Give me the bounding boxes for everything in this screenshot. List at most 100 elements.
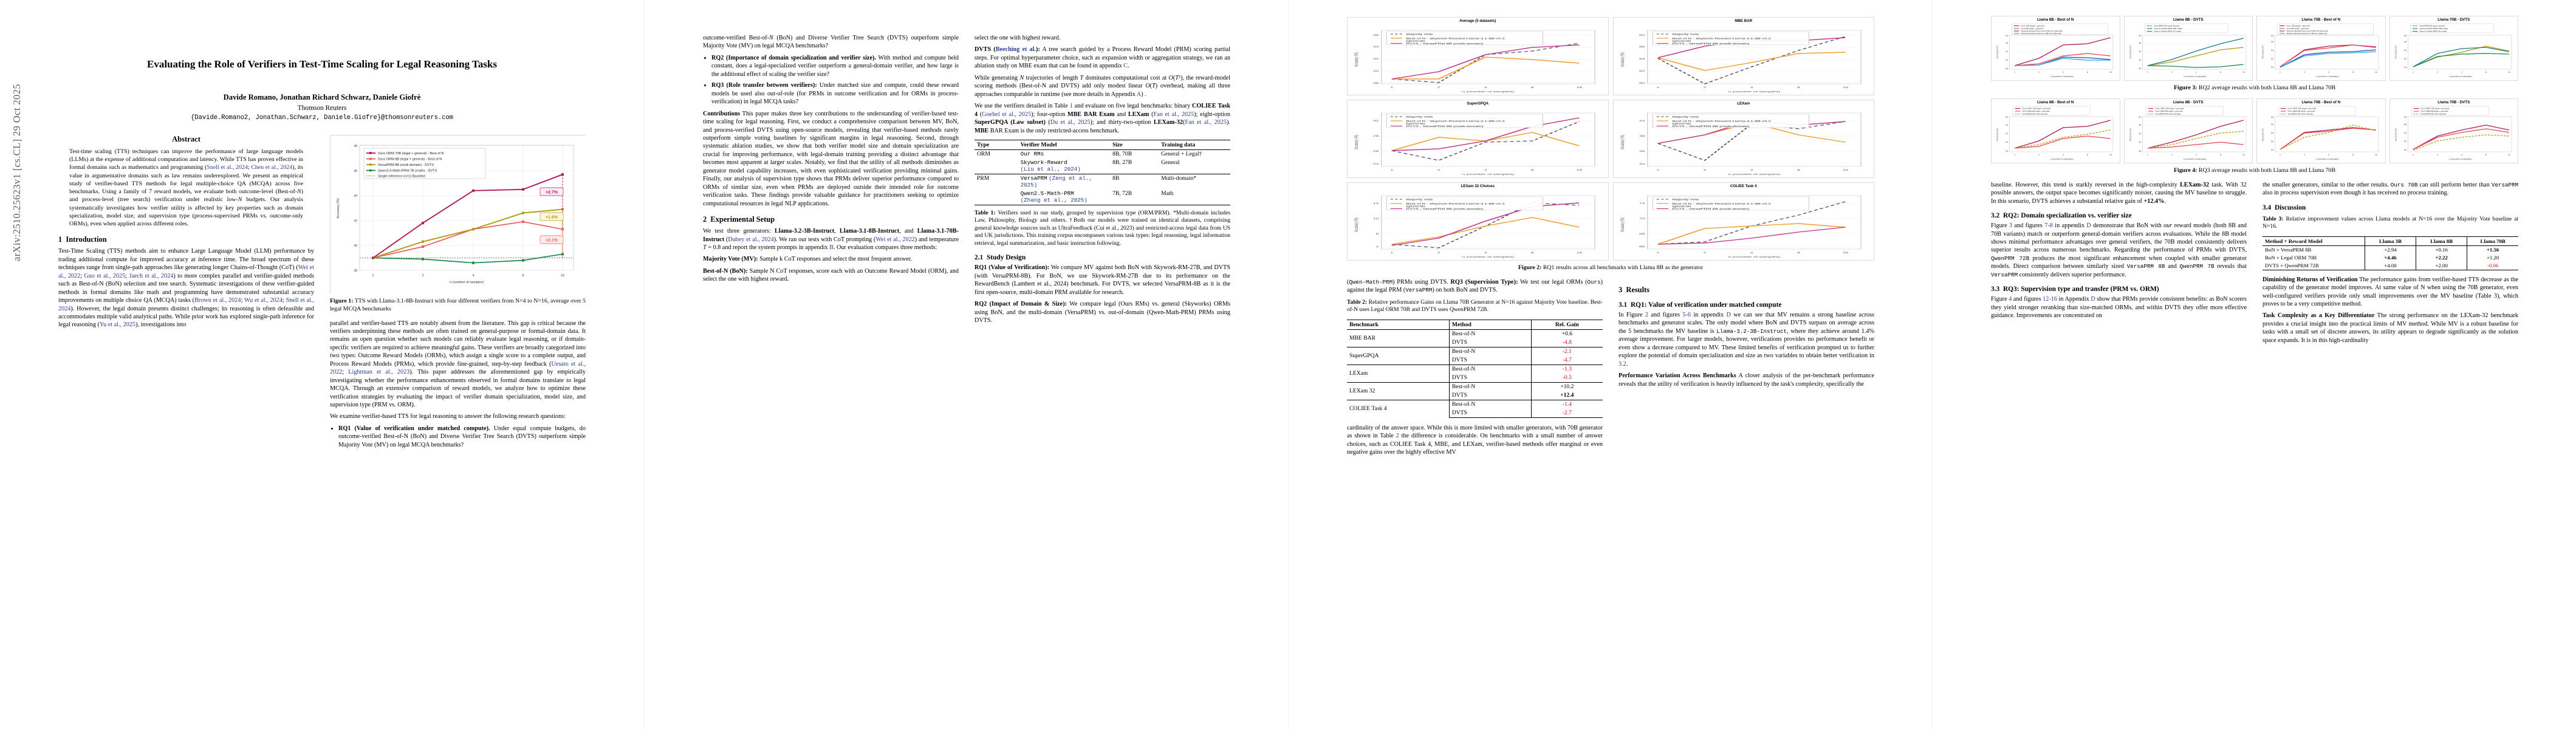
svg-text:4: 4 bbox=[2063, 71, 2064, 74]
perf-variation-cont: cardinality of the answer space. While t… bbox=[1347, 424, 1603, 456]
svg-text:8: 8 bbox=[2485, 71, 2486, 74]
svg-text:4: 4 bbox=[1376, 245, 1379, 248]
svg-text:50: 50 bbox=[2139, 35, 2141, 37]
table-row: DVTS + QwenPRM 72B +4.00 +2.00 -0.06 bbox=[2263, 261, 2518, 270]
svg-text:38: 38 bbox=[1639, 135, 1645, 137]
svg-text:Ours 8B (legal + general): Ours 8B (legal + general) bbox=[2286, 27, 2308, 30]
svg-text:42: 42 bbox=[2139, 132, 2141, 135]
setup-p3: We use the verifiers detailed in Table 1… bbox=[975, 103, 1231, 134]
study-design-rq1: RQ1 (Value of Verification): We compare … bbox=[975, 264, 1230, 296]
table-row: DVTS -2.7 bbox=[1347, 408, 1603, 418]
svg-text:n (number of samples): n (number of samples) bbox=[2183, 158, 2206, 160]
svg-text:46: 46 bbox=[2006, 124, 2008, 126]
svg-text:70: 70 bbox=[1639, 217, 1645, 220]
svg-text:Accuracy (%): Accuracy (%) bbox=[2394, 128, 2397, 141]
svg-text:+2.7%: +2.7% bbox=[546, 190, 558, 194]
page1-column-2: 38 40 42 44 46 48 1 2 4 bbox=[330, 134, 586, 453]
figure2-panel-lexam32: LEXam 32 Choices 4 6 10 14 bbox=[1347, 182, 1609, 261]
svg-text:38: 38 bbox=[2139, 67, 2141, 70]
table-row: DVTS -0.5 bbox=[1347, 373, 1603, 383]
figure-4-block: Llama 8B - Best of N 38 40 42 46 50 bbox=[1991, 98, 2518, 175]
mv-baseline-cont: baseline. However, this trend is starkly… bbox=[1991, 181, 2247, 205]
svg-text:56: 56 bbox=[2271, 41, 2273, 43]
svg-text:DVTS - VersaPRM 8B (multi-doma: DVTS - VersaPRM 8B (multi-domain) bbox=[1672, 208, 1749, 210]
svg-text:44: 44 bbox=[1373, 46, 1379, 48]
svg-text:n (number of samples): n (number of samples) bbox=[1728, 256, 1780, 258]
svg-text:n (number of samples): n (number of samples) bbox=[1462, 91, 1515, 93]
svg-text:Qwen2.5-Math-PRM-7B (math): Qwen2.5-Math-PRM-7B (math) bbox=[2419, 30, 2447, 33]
svg-text:Majority Vote: Majority Vote bbox=[1672, 199, 1699, 201]
svg-text:(general): (general) bbox=[1672, 40, 1691, 43]
svg-text:+1.6%: +1.6% bbox=[546, 215, 558, 219]
svg-text:Skywork-Reward-Gemma-2-27B-v0.: Skywork-Reward-Gemma-2-27B-v0.2 (general… bbox=[2286, 30, 2328, 32]
svg-text:48: 48 bbox=[354, 145, 357, 148]
svg-text:4: 4 bbox=[2063, 154, 2064, 156]
svg-text:2: 2 bbox=[2436, 71, 2437, 74]
svg-text:DVTS - VersaPRM 8B (multi-doma: DVTS - VersaPRM 8B (multi-domain) bbox=[1672, 43, 1749, 45]
svg-text:Ours ORM 8B (legal + general): Ours ORM 8B (legal + general) bbox=[2023, 110, 2050, 112]
svg-text:38: 38 bbox=[2006, 67, 2008, 70]
page-2: outcome-verified Best-of-N (BoN) and Div… bbox=[644, 0, 1288, 729]
svg-text:16: 16 bbox=[1577, 252, 1583, 254]
svg-text:74: 74 bbox=[1639, 202, 1645, 205]
svg-text:4: 4 bbox=[1484, 252, 1487, 254]
method-mv: Majority Vote (MV): Sample k CoT respons… bbox=[703, 256, 913, 263]
svg-text:24: 24 bbox=[1373, 163, 1379, 165]
svg-text:2: 2 bbox=[2304, 154, 2305, 156]
svg-text:Accuracy (%): Accuracy (%) bbox=[1354, 135, 1360, 149]
svg-text:50: 50 bbox=[2006, 116, 2008, 118]
page-4: Llama 8B - Best of N 38 40 42 46 50 bbox=[1932, 0, 2576, 729]
svg-text:42: 42 bbox=[2139, 50, 2141, 53]
svg-text:52: 52 bbox=[2271, 140, 2273, 143]
svg-text:1: 1 bbox=[2280, 71, 2281, 74]
svg-text:38: 38 bbox=[2139, 150, 2141, 152]
svg-text:n (number of samples): n (number of samples) bbox=[2183, 75, 2206, 78]
section-results-heading: 3 Results bbox=[1619, 285, 1649, 294]
svg-text:Qwen2.5-Math-PRM-7B (math) - D: Qwen2.5-Math-PRM-7B (math) - DVTS bbox=[378, 169, 437, 173]
svg-text:VersaPRM 8B (multi domain): VersaPRM 8B (multi domain) bbox=[2023, 113, 2048, 115]
annotation-2-7: +2.7% bbox=[540, 187, 564, 196]
rq1-continued: outcome-verified Best-of-N (BoN) and Div… bbox=[703, 35, 959, 50]
figure2-panel-supergpqa: SuperGPQA 24 26 28 32 1 bbox=[1347, 100, 1609, 178]
svg-text:8: 8 bbox=[1531, 86, 1534, 89]
table-1-verifiers: Type Verifier Model Size Training data O… bbox=[975, 139, 1230, 205]
svg-text:1: 1 bbox=[2412, 154, 2413, 156]
svg-text:26: 26 bbox=[1373, 150, 1379, 152]
annotation-1-6: +1.6% bbox=[540, 212, 564, 221]
method-dvts: DVTS (Beeching et al.): A tree search gu… bbox=[975, 46, 1230, 70]
svg-text:4: 4 bbox=[1750, 252, 1753, 254]
svg-text:1: 1 bbox=[2412, 71, 2413, 74]
svg-text:2: 2 bbox=[2171, 154, 2172, 156]
svg-text:2: 2 bbox=[2436, 154, 2437, 156]
svg-text:10: 10 bbox=[1373, 217, 1379, 220]
svg-text:40: 40 bbox=[2139, 59, 2141, 61]
svg-text:4: 4 bbox=[2195, 154, 2196, 156]
figure3-panel-4: Llama 70B - DVTS 50 52 54 56 60 bbox=[2389, 16, 2518, 81]
author-list: Davide Romano, Jonathan Richard Schwarz,… bbox=[223, 92, 421, 101]
svg-text:Ours ORM 70B (legal + general): Ours ORM 70B (legal + general) bbox=[2420, 108, 2449, 110]
svg-text:Majority Vote: Majority Vote bbox=[1672, 116, 1699, 118]
svg-text:46: 46 bbox=[354, 169, 357, 173]
svg-text:8: 8 bbox=[1797, 86, 1800, 89]
svg-text:DVTS - VersaPRM 8B (multi-doma: DVTS - VersaPRM 8B (multi-domain) bbox=[1406, 208, 1483, 210]
svg-text:4: 4 bbox=[1750, 169, 1753, 171]
svg-text:2: 2 bbox=[2304, 71, 2305, 74]
svg-text:46: 46 bbox=[2006, 42, 2008, 44]
svg-text:Majority Vote: Majority Vote bbox=[1672, 33, 1699, 36]
figure1-ylabel: Accuracy (%) bbox=[337, 198, 340, 218]
annotation-2-1: +2.1% bbox=[540, 235, 564, 244]
table-row: BoN + Legal ORM 70B +4.46 +2.22 +1.20 bbox=[2263, 253, 2518, 262]
svg-text:Qwen2.5-Math-PRM-72B (math): Qwen2.5-Math-PRM-72B (math) bbox=[2154, 27, 2182, 30]
figure-1-svg: 38 40 42 44 46 48 1 2 4 bbox=[331, 135, 586, 295]
section-32-heading: 3.2 RQ2: Domain specialization vs. verif… bbox=[1991, 212, 2132, 220]
svg-text:n (number of samples): n (number of samples) bbox=[1728, 173, 1780, 176]
svg-text:8: 8 bbox=[2352, 154, 2354, 156]
s33-p1: Figure 4 and figures 12-16 in Appendix D… bbox=[1991, 296, 2247, 320]
intro-p1: Test-Time Scaling (TTS) methods aim to e… bbox=[58, 248, 315, 329]
page2-column-1: outcome-verified Best-of-N (BoN) and Div… bbox=[703, 34, 959, 329]
svg-text:VersaPRM 8B (multi-domain): VersaPRM 8B (multi-domain) bbox=[2419, 25, 2445, 27]
svg-text:16: 16 bbox=[1842, 169, 1848, 171]
svg-text:60: 60 bbox=[2404, 35, 2406, 37]
svg-text:8: 8 bbox=[1531, 252, 1534, 254]
